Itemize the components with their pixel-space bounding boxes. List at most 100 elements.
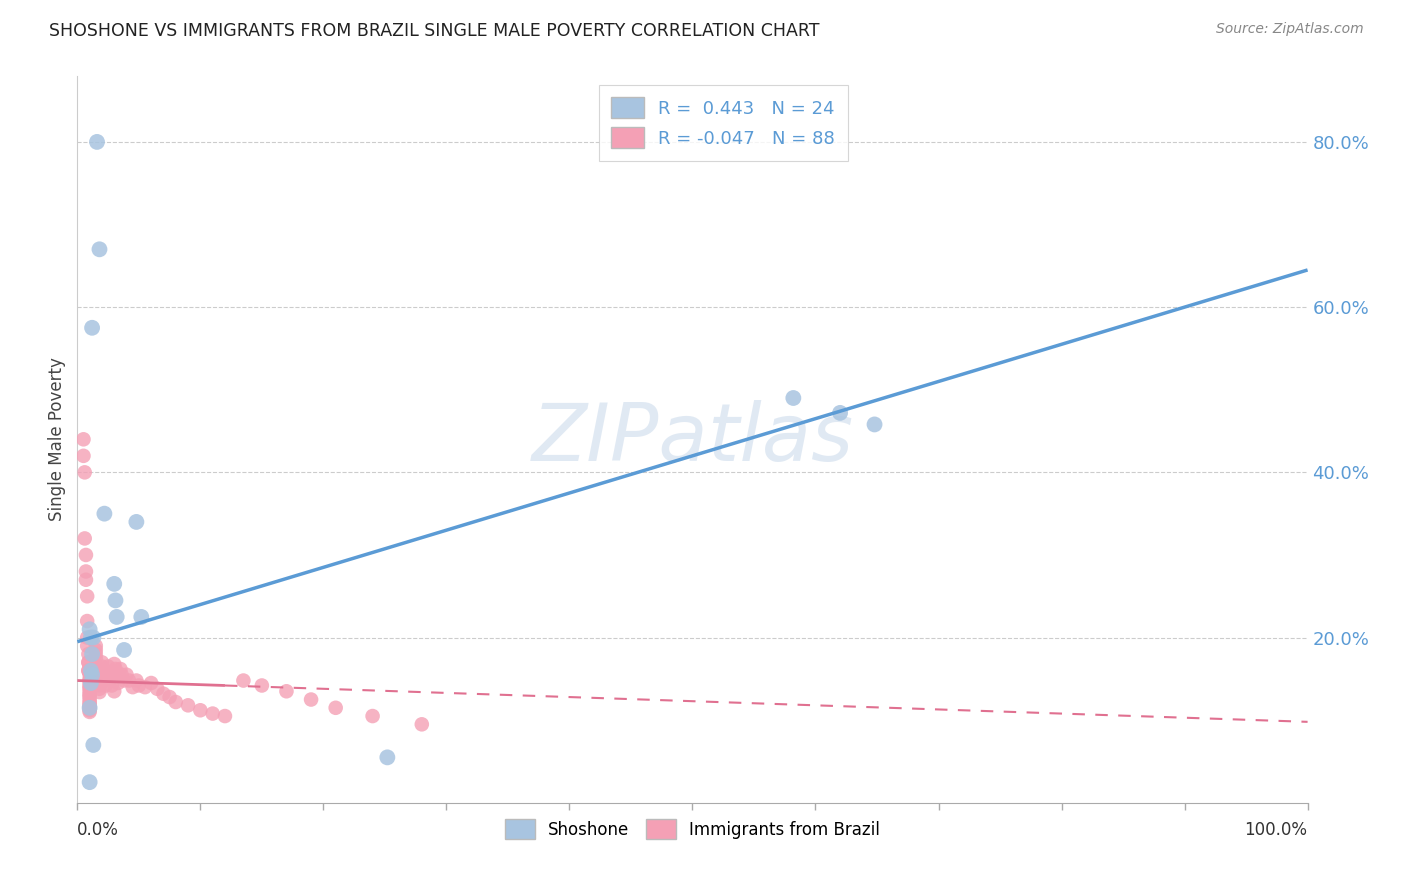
- Point: [87, 670, 110, 684]
- Point: [90, 656, 114, 670]
- Point: [128, 678, 150, 692]
- Text: 0.0%: 0.0%: [77, 821, 120, 839]
- Point: [84, 651, 107, 665]
- Point: [73, 532, 96, 546]
- Point: [76, 589, 98, 603]
- Point: [79, 623, 101, 637]
- Point: [90, 659, 114, 673]
- Point: [86, 664, 108, 678]
- Point: [79, 703, 101, 717]
- Point: [79, 687, 101, 701]
- Point: [79, 700, 101, 714]
- Point: [75, 565, 97, 579]
- Point: [110, 662, 132, 676]
- Point: [103, 684, 125, 698]
- Point: [79, 672, 101, 686]
- Point: [121, 680, 143, 694]
- Point: [214, 709, 236, 723]
- Point: [89, 685, 111, 699]
- Point: [125, 673, 148, 688]
- Point: [146, 681, 169, 696]
- Point: [77, 647, 100, 661]
- Point: [80, 631, 103, 645]
- Point: [79, 684, 101, 698]
- Point: [325, 700, 347, 714]
- Point: [89, 678, 111, 692]
- Point: [87, 673, 110, 688]
- Point: [112, 643, 135, 657]
- Point: [103, 657, 125, 671]
- Point: [104, 593, 127, 607]
- Point: [79, 700, 101, 714]
- Point: [97, 659, 120, 673]
- Point: [84, 647, 107, 661]
- Point: [76, 614, 98, 628]
- Point: [79, 673, 101, 688]
- Point: [77, 656, 100, 670]
- Point: [232, 673, 254, 688]
- Y-axis label: Single Male Poverty: Single Male Poverty: [48, 358, 66, 521]
- Point: [115, 667, 138, 681]
- Legend: Shoshone, Immigrants from Brazil: Shoshone, Immigrants from Brazil: [498, 813, 887, 846]
- Point: [84, 639, 107, 653]
- Point: [177, 698, 200, 713]
- Point: [79, 690, 101, 704]
- Point: [863, 417, 886, 432]
- Point: [276, 684, 298, 698]
- Point: [84, 643, 107, 657]
- Point: [188, 703, 212, 717]
- Text: SHOSHONE VS IMMIGRANTS FROM BRAZIL SINGLE MALE POVERTY CORRELATION CHART: SHOSHONE VS IMMIGRANTS FROM BRAZIL SINGL…: [49, 22, 820, 40]
- Point: [77, 664, 100, 678]
- Point: [82, 631, 104, 645]
- Point: [89, 681, 111, 696]
- Point: [79, 695, 101, 709]
- Point: [77, 664, 100, 678]
- Point: [79, 676, 101, 690]
- Point: [93, 673, 115, 688]
- Point: [125, 515, 148, 529]
- Point: [79, 697, 101, 711]
- Point: [79, 680, 101, 694]
- Point: [101, 678, 124, 692]
- Point: [377, 750, 399, 764]
- Point: [361, 709, 384, 723]
- Point: [79, 698, 101, 713]
- Point: [79, 701, 101, 715]
- Point: [105, 667, 128, 681]
- Point: [93, 670, 115, 684]
- Point: [82, 320, 104, 334]
- Point: [86, 667, 108, 681]
- Point: [73, 466, 96, 480]
- Text: 100.0%: 100.0%: [1244, 821, 1308, 839]
- Point: [86, 135, 108, 149]
- Point: [98, 665, 121, 680]
- Point: [105, 610, 128, 624]
- Point: [782, 391, 804, 405]
- Point: [118, 673, 141, 688]
- Point: [82, 647, 104, 661]
- Point: [830, 406, 852, 420]
- Point: [159, 690, 181, 704]
- Point: [89, 242, 111, 256]
- Point: [165, 695, 187, 709]
- Point: [112, 673, 135, 688]
- Point: [111, 667, 132, 681]
- Point: [93, 507, 115, 521]
- Point: [94, 678, 117, 692]
- Point: [107, 676, 129, 690]
- Point: [299, 692, 322, 706]
- Point: [152, 687, 174, 701]
- Point: [100, 672, 122, 686]
- Point: [75, 548, 97, 562]
- Point: [76, 639, 98, 653]
- Point: [82, 667, 104, 681]
- Point: [90, 665, 114, 680]
- Point: [134, 680, 156, 694]
- Point: [79, 705, 101, 719]
- Point: [129, 610, 153, 624]
- Point: [80, 664, 103, 678]
- Point: [103, 577, 125, 591]
- Point: [79, 692, 101, 706]
- Point: [79, 689, 101, 703]
- Point: [79, 667, 101, 681]
